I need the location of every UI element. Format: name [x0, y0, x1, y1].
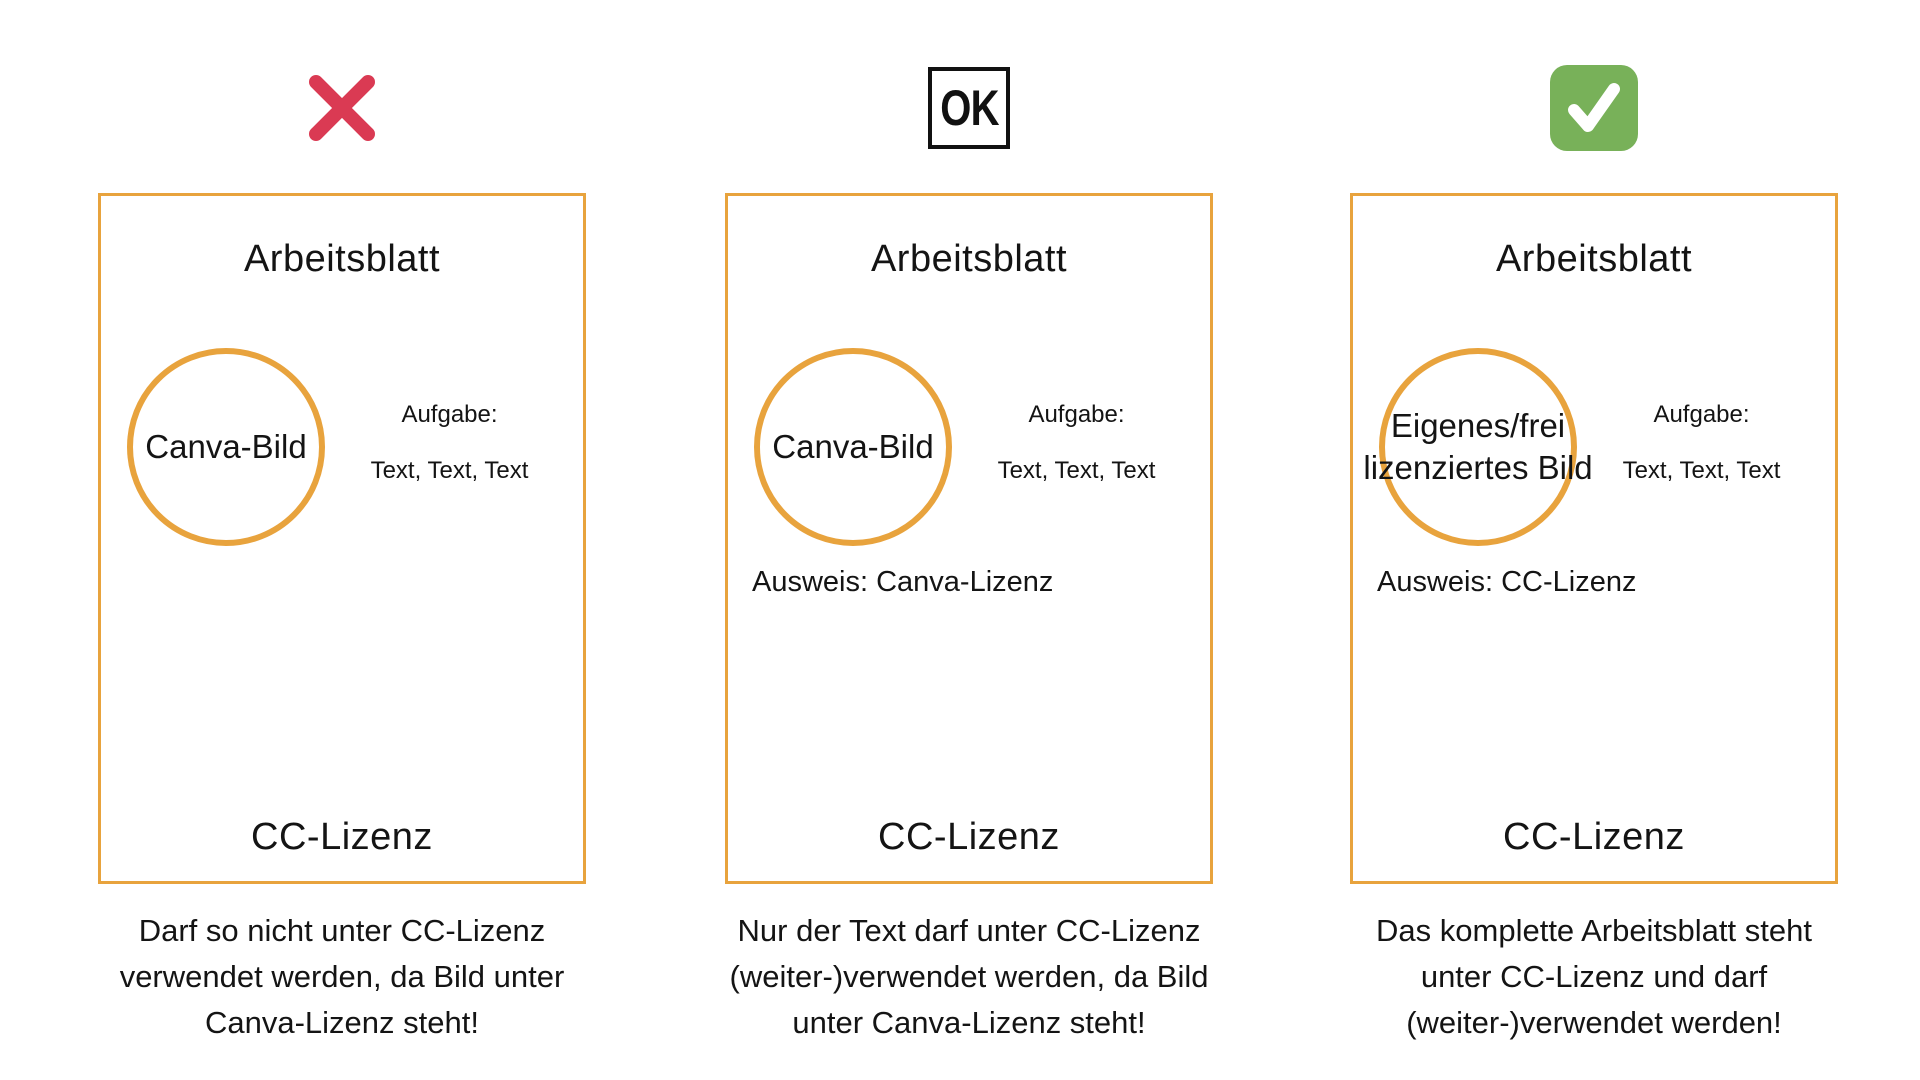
image-label-line2: lizenziertes Bild [1363, 449, 1593, 486]
task-text: Text, Text, Text [997, 457, 1156, 484]
image-placeholder-circle: Canva-Bild [127, 348, 325, 546]
task-label: Aufgabe: [1028, 401, 1125, 428]
task-block: Aufgabe: Text, Text, Text [974, 401, 1179, 485]
worksheet-card: Arbeitsblatt Canva-Bild Aufgabe: Text, T… [98, 193, 586, 884]
caption-line: (weiter-)verwendet werden, da Bild [729, 959, 1209, 994]
caption-line: unter CC-Lizenz und darf [1420, 959, 1768, 994]
image-label: Canva-Bild [772, 428, 934, 465]
task-label: Aufgabe: [1653, 401, 1750, 428]
worksheet-title: Arbeitsblatt [243, 238, 441, 280]
card-caption: Das komplette Arbeitsblatt steht unter C… [1330, 908, 1858, 1046]
caption-line: Nur der Text darf unter CC-Lizenz [737, 913, 1201, 948]
license-footer: CC-Lizenz [878, 816, 1060, 858]
license-footer: CC-Lizenz [251, 816, 433, 858]
task-block: Aufgabe: Text, Text, Text [347, 401, 552, 485]
task-block: Aufgabe: Text, Text, Text [1599, 401, 1804, 485]
worksheet-card: Arbeitsblatt Eigenes/frei lizenziertes B… [1350, 193, 1838, 884]
ok-badge: OK [928, 67, 1010, 149]
ok-badge-label: OK [939, 80, 999, 136]
badge-wrap: OK [725, 60, 1213, 156]
caption-line: unter Canva-Lizenz steht! [792, 1005, 1146, 1040]
image-placeholder-circle: Eigenes/frei lizenziertes Bild [1363, 348, 1593, 546]
caption-line: verwendet werden, da Bild unter [119, 959, 565, 994]
column-canva-image-no-cc: Arbeitsblatt Canva-Bild Aufgabe: Text, T… [98, 60, 586, 1070]
card-caption: Darf so nicht unter CC-Lizenz verwendet … [78, 908, 606, 1046]
cross-icon [309, 75, 375, 141]
column-own-image-cc: Arbeitsblatt Eigenes/frei lizenziertes B… [1350, 60, 1838, 1070]
caption-line: Canva-Lizenz steht! [205, 1005, 479, 1040]
image-placeholder-circle: Canva-Bild [754, 348, 952, 546]
column-canva-image-text-only: OK Arbeitsblatt Canva-Bild Aufgabe: Text… [725, 60, 1213, 1070]
caption-line: (weiter-)verwendet werden! [1406, 1005, 1782, 1040]
image-label: Canva-Bild [145, 428, 307, 465]
caption-line: Das komplette Arbeitsblatt steht [1376, 913, 1812, 948]
task-label: Aufgabe: [401, 401, 498, 428]
worksheet-card: Arbeitsblatt Canva-Bild Aufgabe: Text, T… [725, 193, 1213, 884]
badge-wrap [1350, 60, 1838, 156]
badge-wrap [98, 60, 586, 156]
caption-line: Darf so nicht unter CC-Lizenz [138, 913, 546, 948]
license-note: Ausweis: Canva-Lizenz [752, 566, 1054, 598]
worksheet-title: Arbeitsblatt [870, 238, 1068, 280]
license-footer: CC-Lizenz [1503, 816, 1685, 858]
worksheet-title: Arbeitsblatt [1495, 238, 1693, 280]
license-note: Ausweis: CC-Lizenz [1377, 566, 1637, 598]
task-text: Text, Text, Text [370, 457, 529, 484]
image-label: Eigenes/frei [1390, 407, 1566, 444]
task-text: Text, Text, Text [1622, 457, 1781, 484]
card-caption: Nur der Text darf unter CC-Lizenz (weite… [705, 908, 1233, 1046]
check-icon [1550, 65, 1638, 151]
